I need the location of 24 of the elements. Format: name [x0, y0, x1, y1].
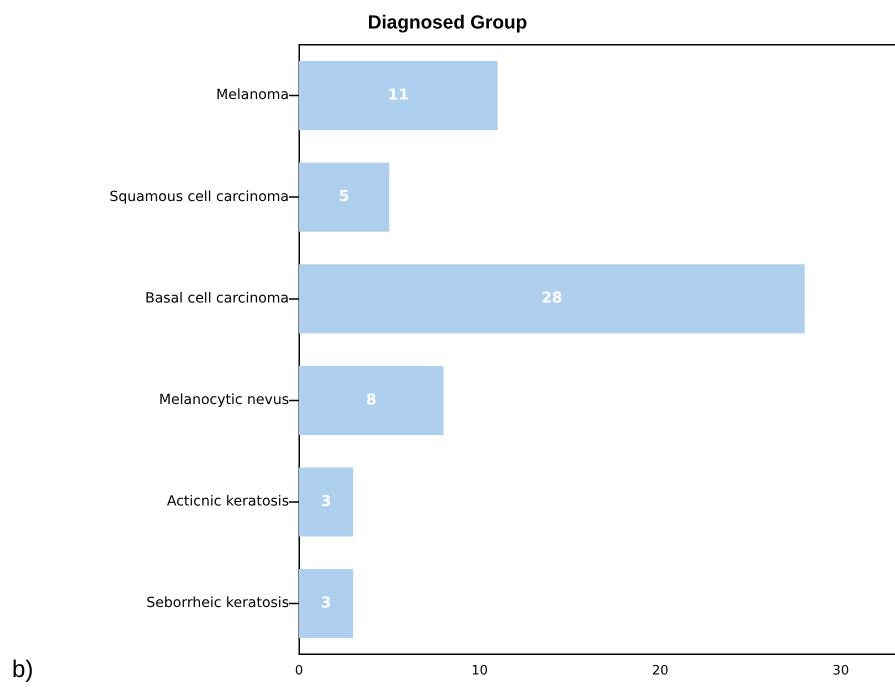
bar	[299, 569, 354, 638]
data-label: 11	[388, 85, 409, 104]
data-label: 3	[320, 593, 332, 612]
data-label: 28	[541, 288, 562, 307]
x-tick-label: 20	[652, 664, 668, 679]
y-tick-label: Basal cell carcinoma	[145, 290, 289, 306]
data-label: 8	[366, 390, 376, 408]
data-label: 5	[338, 187, 350, 206]
x-tick-label: 30	[832, 664, 850, 679]
bar	[299, 61, 498, 130]
y-tick-label: Melanoma	[216, 87, 289, 104]
x-tick-label: 0	[294, 664, 304, 679]
text: b)	[12, 656, 34, 684]
bar	[299, 162, 390, 232]
bar	[299, 264, 805, 334]
bar	[299, 467, 354, 537]
data-label: 3	[320, 492, 332, 510]
y-tick-label: Acticnic keratosis	[166, 494, 289, 510]
y-tick-label: Melanocytic nevus	[158, 392, 289, 408]
bar	[299, 366, 444, 435]
chart-title: Diagnosed Group	[368, 12, 528, 34]
y-tick-label: Seborrheic keratosis	[146, 595, 289, 612]
y-tick-label: Squamous cell carcinoma	[109, 188, 289, 205]
x-tick-label: 10	[471, 664, 488, 679]
